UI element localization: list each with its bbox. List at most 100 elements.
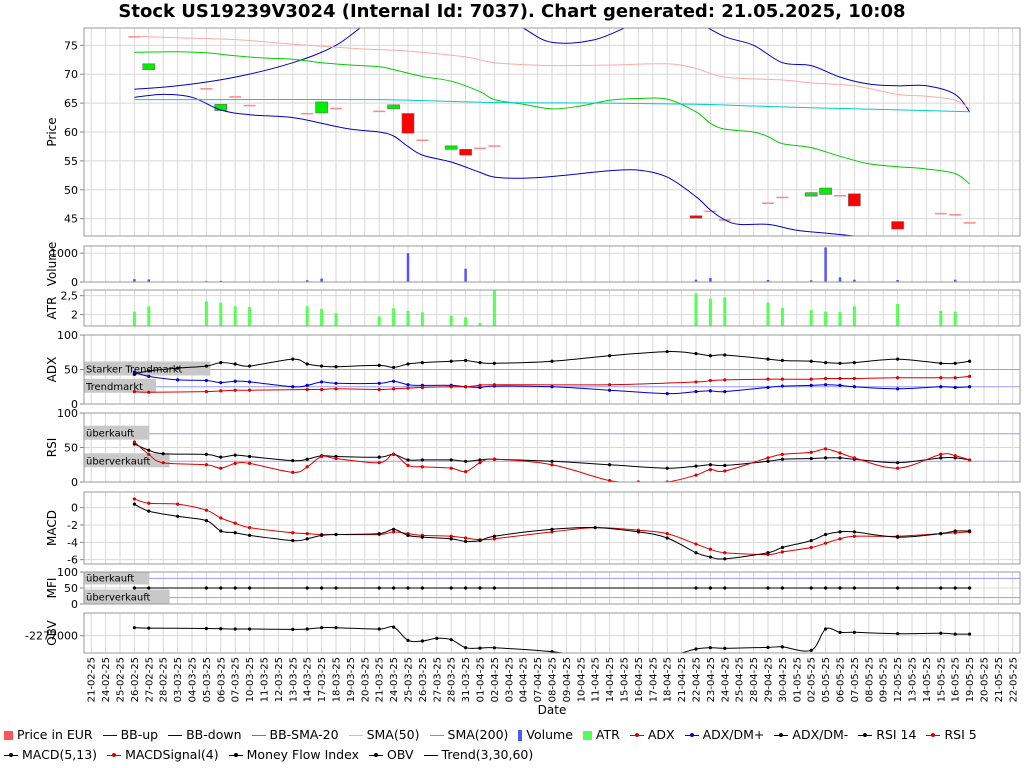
legend-swatch <box>774 733 789 738</box>
candle <box>243 104 256 107</box>
series-point <box>377 363 381 367</box>
series-point <box>478 361 482 365</box>
series-point <box>708 555 713 559</box>
y-axis-label: RSI <box>45 438 59 458</box>
series-point <box>852 530 857 534</box>
candle <box>474 147 486 150</box>
volume-bar <box>809 280 813 282</box>
x-tick-label: 25-03-25 <box>404 657 415 702</box>
series-point <box>176 514 180 518</box>
series-point <box>953 586 957 590</box>
y-tick-label: 0 <box>71 276 78 289</box>
series-point <box>838 361 842 365</box>
x-tick-label: 15-05-25 <box>936 657 947 702</box>
legend-label: Price in EUR <box>17 727 93 742</box>
series-point <box>852 586 857 590</box>
series-point <box>723 551 727 555</box>
atr-bar <box>305 306 309 326</box>
y-tick-label: 0 <box>71 502 78 515</box>
series-line <box>134 35 970 110</box>
series-point <box>219 516 223 520</box>
candle <box>834 194 846 197</box>
series-point <box>492 534 496 538</box>
series-point <box>939 452 943 456</box>
series-point <box>766 459 770 463</box>
series-point <box>939 456 943 460</box>
series-point <box>233 521 237 525</box>
series-point <box>708 586 713 590</box>
legend-swatch <box>168 734 183 737</box>
series-point <box>233 362 237 366</box>
atr-bar <box>377 316 381 326</box>
series-point <box>478 461 482 465</box>
atr-bar <box>953 311 957 326</box>
candle <box>459 149 472 156</box>
series-point <box>953 376 957 380</box>
atr-bar <box>420 312 424 326</box>
x-tick-label: 11-04-25 <box>591 657 602 702</box>
x-tick-label: 04-03-25 <box>188 657 199 702</box>
y-tick-label: 100 <box>57 566 78 579</box>
legend-swatch <box>102 734 117 737</box>
series-point <box>132 389 136 394</box>
series-point <box>694 542 698 546</box>
x-tick-label: 28-04-25 <box>749 657 760 702</box>
series-point <box>665 536 669 540</box>
legend-swatch <box>858 733 873 738</box>
series-point <box>147 452 151 456</box>
series-point <box>449 458 453 462</box>
series-point <box>406 458 410 462</box>
series-point <box>248 454 252 459</box>
series-point <box>608 479 612 482</box>
series-point <box>233 461 237 465</box>
series-point <box>550 463 554 467</box>
series-point <box>132 586 136 590</box>
volume-bar <box>766 279 770 282</box>
series-point <box>406 362 410 366</box>
series-point <box>320 586 324 590</box>
series-point <box>608 463 612 467</box>
legend-label: ADX/DM- <box>792 727 849 742</box>
y-tick-label: 60 <box>64 126 78 139</box>
x-tick-label: 02-05-25 <box>807 657 818 702</box>
reference-label: überverkauft <box>86 456 151 467</box>
atr-bar <box>233 306 237 326</box>
legend-swatch <box>629 733 644 738</box>
y-axis-label: MACD <box>45 510 59 546</box>
series-point <box>320 387 324 392</box>
chart-legend: Price in EUR BB-up BB-down BB-SMA-20 SMA(50)… <box>0 725 1024 765</box>
series-point <box>248 364 252 368</box>
y-tick-label: 2 <box>71 309 78 322</box>
x-tick-label: 27-03-25 <box>432 657 443 702</box>
x-tick-label: 20-03-25 <box>360 657 371 702</box>
series-point <box>896 357 900 361</box>
x-tick-label: 26-03-25 <box>418 657 429 702</box>
series-point <box>665 349 669 354</box>
series-point <box>377 586 381 590</box>
volume-bar <box>853 279 856 282</box>
series-point <box>723 469 727 473</box>
legend-swatch <box>368 753 383 758</box>
atr-bar <box>939 310 943 326</box>
candle <box>704 210 717 213</box>
series-point <box>780 457 785 461</box>
series-point <box>694 647 698 651</box>
series-point <box>968 374 972 378</box>
series-point <box>334 381 338 385</box>
legend-item: MACD(5,13) <box>4 745 97 765</box>
atr-bar <box>809 310 813 326</box>
atr-bar <box>838 311 842 326</box>
series-point <box>953 632 957 636</box>
x-tick-label: 31-03-25 <box>461 657 472 702</box>
candle <box>200 88 213 90</box>
series-line <box>134 93 855 236</box>
series-point <box>248 525 252 530</box>
atr-bar <box>248 307 252 326</box>
series-point <box>219 361 223 365</box>
x-tick-label: 19-03-25 <box>346 657 357 702</box>
series-point <box>320 533 324 537</box>
series-point <box>780 452 785 456</box>
legend-item: BB-SMA-20 <box>251 725 339 745</box>
y-tick-label: 100 <box>57 329 78 342</box>
series-point <box>204 378 208 383</box>
